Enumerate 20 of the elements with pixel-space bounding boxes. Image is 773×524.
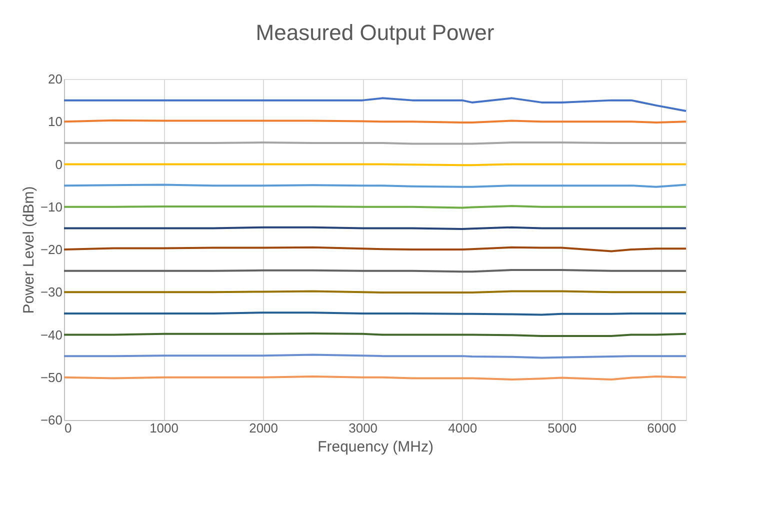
y-tick-label: −40 [40,327,62,342]
y-tick-label: 0 [55,156,62,172]
x-tick-label: 6000 [647,420,676,436]
x-tick-label: 0 [64,420,72,436]
y-axis-title: Power Level (dBm) [20,186,38,314]
chart-title: Measured Output Power [256,20,494,45]
x-tick-label: 4000 [448,420,478,436]
y-tick-label: 20 [48,72,62,86]
y-tick-label: −30 [40,284,62,300]
y-tick-label: −60 [40,412,62,428]
x-tick-label: 5000 [548,420,577,436]
y-tick-label: −20 [40,242,62,257]
x-tick-label: 1000 [150,420,178,436]
x-tick-label: 2000 [249,420,278,436]
x-axis-title: Frequency (MHz) [318,438,434,456]
y-tick-label: −50 [40,370,62,385]
x-tick-label: 3000 [348,420,378,436]
y-tick-label: −10 [40,199,62,214]
line-series [63,97,687,112]
y-tick-label: 10 [48,114,62,130]
